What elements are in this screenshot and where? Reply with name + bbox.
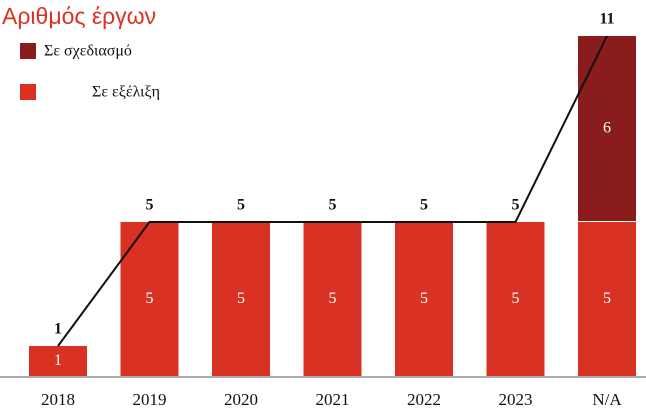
total-label: 5 bbox=[329, 197, 337, 214]
x-tick-label: 2018 bbox=[41, 390, 75, 409]
bar-value-label: 5 bbox=[512, 290, 520, 307]
bar-segment bbox=[578, 36, 636, 221]
total-label: 5 bbox=[237, 197, 245, 214]
legend-label: Σε σχεδιασμό bbox=[44, 43, 132, 60]
bar-segment bbox=[486, 222, 545, 376]
bar-segment bbox=[395, 222, 453, 376]
total-label: 5 bbox=[146, 197, 154, 214]
total-label: 1 bbox=[54, 321, 62, 338]
x-tick-label: 2020 bbox=[224, 390, 258, 409]
x-tick-label: 2019 bbox=[133, 390, 167, 409]
bar-value-label: 6 bbox=[603, 120, 611, 137]
bar-segment bbox=[303, 222, 362, 376]
total-label: 5 bbox=[512, 197, 520, 214]
bar-value-label: 1 bbox=[54, 352, 62, 369]
legend-swatch bbox=[20, 84, 36, 100]
total-label: 11 bbox=[599, 11, 614, 28]
bar-value-label: 5 bbox=[146, 290, 154, 307]
x-tick-label: 2021 bbox=[316, 390, 350, 409]
x-tick-label: N/A bbox=[592, 390, 622, 409]
bar-value-label: 5 bbox=[603, 290, 611, 307]
bar-value-label: 5 bbox=[329, 290, 337, 307]
legend-label: Σε εξέλιξη bbox=[92, 84, 160, 101]
bar-value-label: 5 bbox=[237, 290, 245, 307]
legend-swatch bbox=[20, 43, 36, 59]
chart-title: Αριθμός έργων bbox=[2, 3, 156, 29]
bar-value-label: 5 bbox=[420, 290, 428, 307]
x-tick-label: 2022 bbox=[407, 390, 441, 409]
bar-segment bbox=[578, 222, 636, 376]
bar-segment bbox=[29, 346, 87, 376]
total-label: 5 bbox=[420, 197, 428, 214]
x-tick-label: 2023 bbox=[499, 390, 533, 409]
totals-line bbox=[57, 35, 608, 347]
bar-segment bbox=[212, 222, 270, 376]
